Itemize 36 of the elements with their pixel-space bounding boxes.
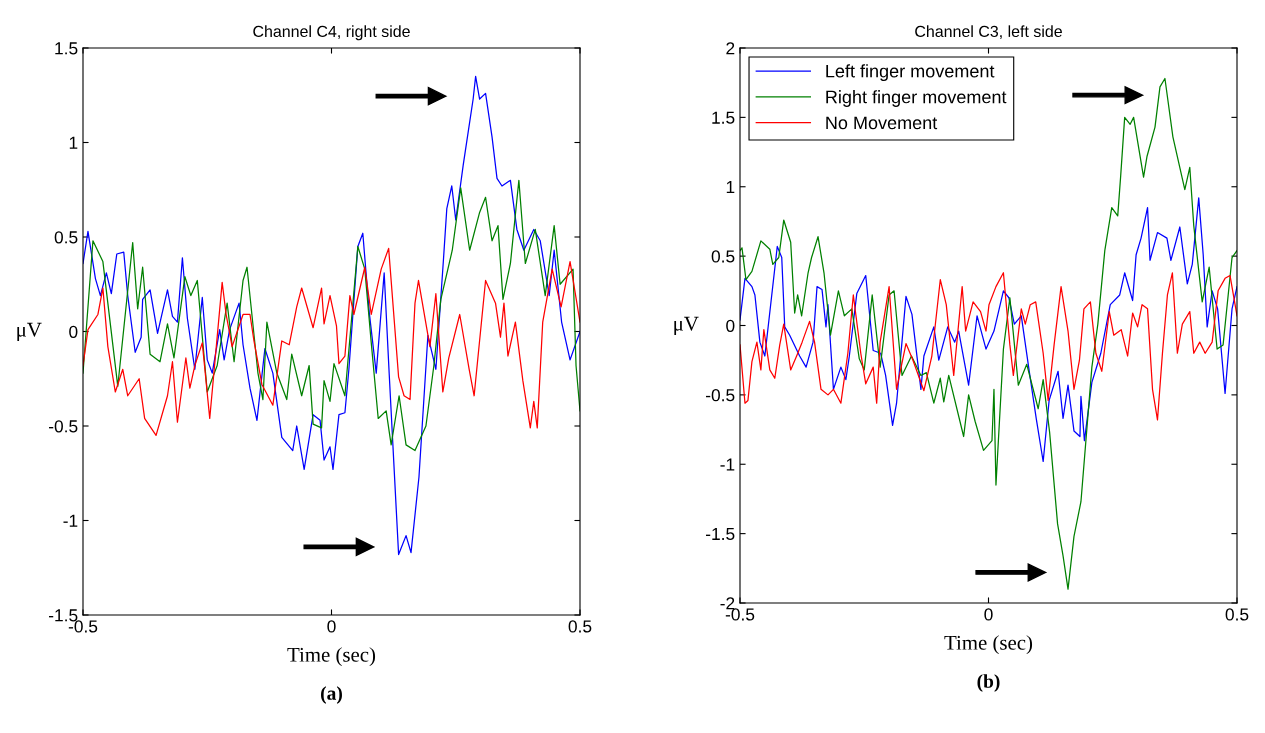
x-axis-title: Time (sec) (287, 647, 376, 667)
legend-label: No Movement (826, 116, 938, 130)
y-tick-label: -1 (63, 514, 78, 527)
y-tick-label: 1.5 (712, 111, 735, 124)
y-tick-label: -0.5 (49, 420, 78, 433)
chart-title: Channel C3, left side (915, 25, 1062, 39)
x-tick-label: 0 (984, 608, 993, 621)
legend-label: Left finger movement (826, 64, 995, 82)
y-tick-label: 0 (69, 325, 78, 338)
y-tick-label: 1.5 (55, 42, 78, 55)
line-series (740, 272, 1237, 421)
y-axis-title: μV (17, 322, 42, 341)
x-tick-label: 0 (327, 620, 336, 633)
line-series (83, 179, 580, 452)
line-series (83, 75, 580, 556)
x-tick-label: 0.5 (1225, 608, 1249, 621)
y-tick-label: 0.5 (711, 250, 735, 263)
y-tick-label: -0.5 (706, 389, 735, 402)
y-tick-label: -1 (720, 458, 735, 471)
y-tick-label: 0 (726, 319, 735, 332)
chart-title: Channel C4, right side (253, 25, 410, 41)
text: (b) (977, 674, 1000, 692)
legend-label: Right finger movement (826, 90, 1007, 107)
y-tick-label: 1 (726, 181, 735, 194)
y-tick-label: 0.5 (54, 231, 78, 244)
y-tick-label: -2 (720, 597, 735, 610)
x-axis-title: Time (sec) (944, 635, 1033, 655)
y-axis-title: μV (674, 316, 699, 335)
x-tick-label: 0.5 (568, 620, 592, 633)
y-tick-label: -1.5 (706, 527, 735, 541)
line-series (83, 247, 580, 437)
line-series (740, 197, 1237, 463)
text: (a) (321, 686, 342, 704)
y-tick-label: -1.5 (49, 609, 78, 622)
y-tick-label: 1 (69, 136, 78, 149)
y-tick-label: 2 (726, 42, 735, 55)
